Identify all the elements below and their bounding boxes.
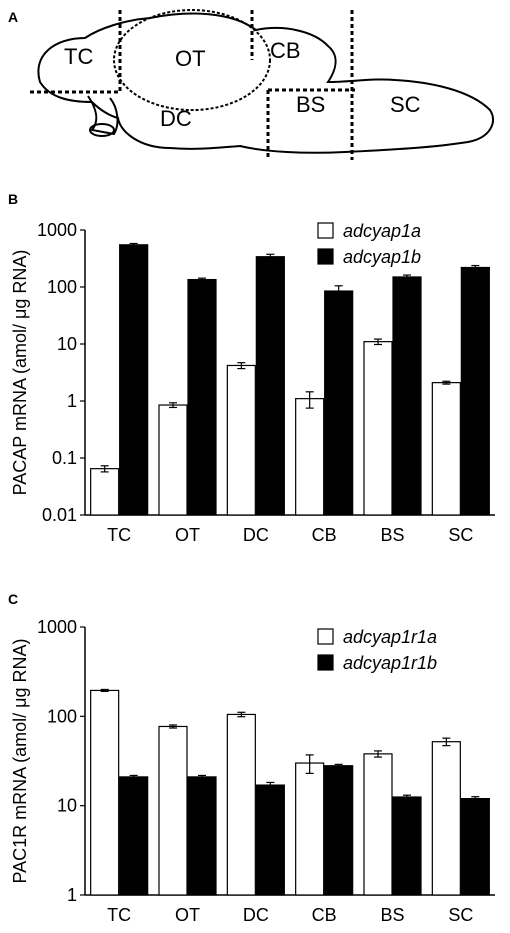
y-tick-label: 10	[57, 334, 77, 354]
bar-adcyap1a-DC	[226, 364, 256, 516]
bar-adcyap1b-SC	[460, 266, 490, 516]
x-tick-label: SC	[448, 905, 473, 925]
bar-adcyap1b-CB	[324, 290, 354, 516]
bar-adcyap1b-BS	[392, 276, 422, 516]
legend-swatch-adcyap1b	[317, 248, 334, 265]
x-tick-label: DC	[243, 525, 269, 545]
bar-adcyap1r1a-SC	[431, 741, 461, 896]
bar-adcyap1r1b-DC	[255, 784, 285, 896]
legend-label-adcyap1r1a: adcyap1r1a	[343, 627, 437, 647]
bar-adcyap1r1a-BS	[363, 753, 393, 896]
region-label-ot: OT	[175, 46, 206, 71]
bar-adcyap1r1a-TC	[90, 689, 120, 896]
bar-adcyap1r1b-OT	[187, 776, 217, 896]
y-tick-label: 100	[47, 706, 77, 726]
chart-pacap: 0.01 0.1 1 10 100 1000 PACAP mRNA (amol/ μg RN…	[10, 220, 495, 545]
bar-adcyap1b-TC	[119, 244, 149, 516]
brain-outline	[37, 12, 495, 154]
panel-c-letter: C	[8, 591, 18, 607]
legend-swatch-adcyap1r1a	[317, 628, 334, 645]
panel-a-letter: A	[8, 9, 18, 25]
region-label-tc: TC	[64, 44, 93, 69]
cut-lines	[30, 10, 355, 160]
y-tick-label: 10	[57, 796, 77, 816]
y-tick-label: 1	[67, 391, 77, 411]
bar-adcyap1a-BS	[363, 341, 393, 516]
legend-label-adcyap1b: adcyap1b	[343, 247, 421, 267]
bar-adcyap1a-SC	[431, 382, 461, 516]
legend-label-adcyap1r1b: adcyap1r1b	[343, 653, 437, 673]
x-tick-label: SC	[448, 525, 473, 545]
y-tick-label: 1000	[37, 617, 77, 637]
region-label-sc: SC	[390, 92, 421, 117]
legend-swatch-adcyap1r1b	[317, 654, 334, 671]
chart-pac1r: 1 10 100 1000 PAC1R mRNA (amol/ μg RNA) TC OT D…	[10, 617, 495, 925]
region-label-bs: BS	[296, 92, 325, 117]
bar-adcyap1a-OT	[158, 404, 188, 516]
y-tick-label: 100	[47, 277, 77, 297]
bar-adcyap1a-TC	[90, 468, 120, 516]
x-tick-label: BS	[380, 525, 404, 545]
region-label-dc: DC	[160, 106, 192, 131]
bar-adcyap1r1b-TC	[119, 776, 149, 896]
x-tick-label: OT	[175, 525, 200, 545]
x-tick-label: DC	[243, 905, 269, 925]
ot-lobe	[113, 9, 271, 111]
bar-adcyap1r1a-CB	[295, 762, 325, 896]
y-axis-label: PAC1R mRNA (amol/ μg RNA)	[10, 638, 30, 883]
y-axis-label: PACAP mRNA (amol/ μg RNA)	[10, 250, 30, 496]
nerve-stump	[89, 123, 115, 137]
x-tick-label: BS	[380, 905, 404, 925]
y-tick-label: 1000	[37, 220, 77, 240]
optic-nerve	[87, 95, 119, 136]
legend-label-adcyap1a: adcyap1a	[343, 221, 421, 241]
x-tick-label: TC	[107, 905, 131, 925]
bar-adcyap1r1b-SC	[460, 797, 490, 896]
legend-swatch-adcyap1a	[317, 222, 334, 239]
y-tick-label: 1	[67, 885, 77, 905]
bar-adcyap1r1a-DC	[226, 713, 256, 896]
x-tick-label: CB	[312, 905, 337, 925]
brain-schematic	[37, 9, 495, 154]
y-tick-label: 0.01	[42, 505, 77, 525]
x-tick-label: CB	[312, 525, 337, 545]
bar-adcyap1r1b-CB	[324, 765, 354, 896]
bar-adcyap1b-OT	[187, 278, 217, 516]
region-label-cb: CB	[270, 38, 301, 63]
panel-b-letter: B	[8, 191, 18, 207]
x-tick-label: OT	[175, 905, 200, 925]
y-tick-label: 0.1	[52, 448, 77, 468]
bar-adcyap1r1a-OT	[158, 725, 188, 896]
bar-adcyap1a-CB	[295, 398, 325, 516]
x-tick-label: TC	[107, 525, 131, 545]
bar-adcyap1b-DC	[255, 256, 285, 516]
bar-adcyap1r1b-BS	[392, 796, 422, 896]
